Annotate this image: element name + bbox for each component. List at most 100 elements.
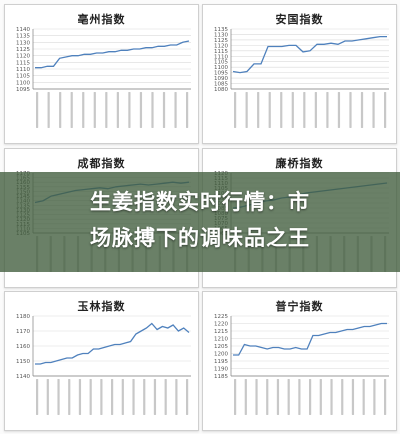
y-tick-label: 1100	[214, 65, 228, 71]
series-line	[233, 322, 387, 356]
y-tick-label: 1105	[214, 60, 228, 66]
x-tick-label-mark	[360, 92, 364, 128]
y-tick-label: 1170	[16, 329, 30, 335]
y-tick-label: 1130	[16, 40, 30, 46]
series-line	[35, 40, 190, 69]
x-tick-label-mark	[36, 379, 39, 415]
y-tick-label: 1195	[214, 359, 228, 365]
y-tick-label: 1200	[214, 352, 228, 358]
x-tick-label-mark	[116, 92, 119, 128]
x-tick-label-mark	[245, 92, 248, 128]
y-tick-label: 1125	[214, 38, 228, 44]
x-tick-label-mark	[330, 379, 333, 415]
x-tick-label-mark	[93, 92, 96, 128]
headline-banner: 生姜指数实时行情：市 场脉搏下的调味品之王	[0, 172, 400, 272]
x-tick-label-mark	[36, 92, 39, 128]
x-tick-label-mark	[257, 92, 260, 128]
chart-title: 安国指数	[275, 13, 324, 26]
x-tick-label-mark	[309, 379, 312, 415]
x-tick-label-mark	[186, 379, 189, 415]
y-tick-label: 1095	[16, 87, 30, 93]
x-tick-label-mark	[47, 92, 50, 128]
x-tick-label-mark	[70, 92, 73, 128]
chart-puning: 普宁指数 1185 1190 1195 1200 1205 1210 1215 1220 122…	[202, 291, 397, 431]
y-tick-label: 1140	[16, 374, 30, 380]
x-tick-label-mark	[326, 92, 329, 128]
x-tick-label-mark	[162, 92, 166, 128]
chart-title: 玉林指数	[77, 300, 126, 313]
chart-title: 成都指数	[77, 157, 126, 170]
chart-plot: 1140 1150 1160 1170 1180	[16, 314, 191, 415]
chart-anguo: 安国指数 1080 1085 1090 1095 1100 1105 1110 1115 112…	[202, 4, 397, 144]
x-tick-label-mark	[303, 92, 306, 128]
x-tick-label-mark	[276, 379, 280, 415]
y-tick-label: 1210	[214, 337, 228, 343]
x-tick-label-mark	[349, 92, 352, 128]
y-tick-label: 1120	[214, 43, 228, 49]
x-tick-label-mark	[244, 379, 247, 415]
x-tick-label-mark	[266, 379, 269, 415]
x-tick-label-mark	[121, 379, 124, 415]
x-tick-label-mark	[111, 379, 114, 415]
y-tick-label: 1100	[16, 80, 30, 86]
x-tick-label-mark	[234, 379, 237, 415]
x-tick-label-mark	[174, 92, 177, 128]
series-line	[232, 35, 387, 74]
y-tick-label: 1190	[214, 367, 228, 373]
y-tick-label: 1225	[214, 314, 228, 320]
y-tick-label: 1080	[214, 87, 228, 93]
y-tick-label: 1160	[16, 344, 30, 350]
x-tick-label-mark	[105, 92, 108, 128]
x-tick-label-mark	[362, 379, 365, 415]
x-tick-label-mark	[384, 379, 387, 415]
x-tick-label-mark	[287, 379, 290, 415]
x-tick-label-mark	[319, 379, 322, 415]
chart-bozhou: 亳州指数 1095 1100 1105 1110 1115 1120 1125 1130 113…	[4, 4, 199, 144]
y-tick-label: 1120	[16, 54, 30, 60]
x-tick-label-mark	[164, 379, 167, 415]
chart-title: 廉桥指数	[275, 157, 324, 170]
x-tick-label-mark	[351, 379, 355, 415]
x-tick-label-mark	[341, 379, 344, 415]
x-tick-label-mark	[372, 92, 375, 128]
x-tick-label-mark	[186, 92, 189, 128]
y-tick-label: 1090	[214, 76, 228, 82]
x-tick-label-mark	[151, 92, 154, 128]
x-tick-label-mark	[100, 379, 103, 415]
x-tick-label-mark	[57, 379, 60, 415]
y-tick-label: 1110	[214, 54, 228, 60]
x-tick-label-mark	[314, 92, 317, 128]
y-tick-label: 1130	[214, 32, 228, 38]
x-tick-label-mark	[291, 92, 294, 128]
x-tick-label-mark	[89, 379, 92, 415]
y-tick-label: 1180	[16, 314, 30, 320]
x-tick-label-mark	[255, 379, 258, 415]
y-tick-label: 1135	[16, 34, 30, 40]
headline-line-2: 场脉搏下的调味品之王	[90, 226, 310, 250]
y-tick-label: 1125	[16, 47, 30, 53]
x-tick-label-mark	[280, 92, 283, 128]
x-tick-label-mark	[384, 92, 387, 128]
y-tick-label: 1115	[214, 49, 228, 55]
x-tick-label-mark	[337, 92, 341, 128]
y-tick-label: 1085	[214, 82, 228, 88]
chart-title: 普宁指数	[275, 300, 324, 313]
y-tick-label: 1220	[214, 322, 228, 328]
x-tick-label-mark	[46, 379, 49, 415]
x-tick-label-mark	[268, 92, 271, 128]
series-line	[35, 322, 190, 365]
headline-line-1: 生姜指数实时行情：市	[90, 190, 310, 214]
y-tick-label: 1110	[16, 67, 30, 73]
x-tick-label-mark	[68, 379, 71, 415]
y-tick-label: 1140	[16, 27, 30, 33]
y-tick-label: 1135	[214, 27, 228, 33]
x-tick-label-mark	[82, 92, 85, 128]
x-tick-label-mark	[373, 379, 376, 415]
chart-plot: 1080108510901095110011051110111511201125…	[214, 27, 389, 128]
y-tick-label: 1185	[214, 374, 228, 380]
chart-title: 亳州指数	[77, 13, 126, 26]
x-tick-label-mark	[298, 379, 301, 415]
